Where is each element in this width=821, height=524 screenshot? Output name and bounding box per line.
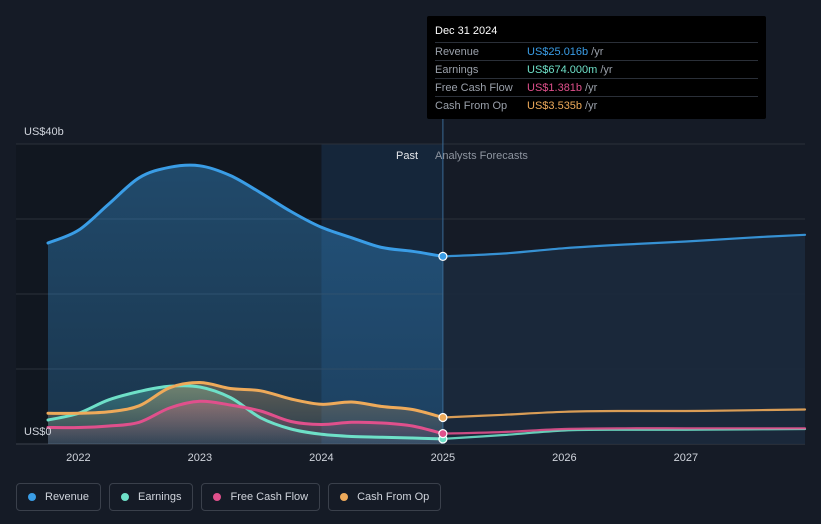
earnings-dot-icon — [121, 493, 130, 501]
revenue-forecast-area — [442, 234, 805, 444]
revenue-dot-icon — [28, 493, 36, 501]
tooltip-unit: /yr — [585, 81, 598, 94]
past-label: Past — [396, 150, 419, 162]
legend-item-earnings[interactable]: Earnings — [109, 483, 194, 511]
tooltip-label: Cash From Op — [435, 99, 508, 112]
legend-label: Revenue — [45, 491, 90, 503]
y-axis-bottom-label: US$0 — [24, 426, 52, 438]
tooltip-label: Earnings — [435, 63, 479, 76]
forecast-label: Analysts Forecasts — [435, 150, 528, 162]
x-tick-label: 2027 — [673, 452, 699, 464]
cash-from-op-line-past — [46, 380, 445, 419]
free-cash-flow-dot-icon — [213, 493, 222, 501]
tooltip-value: US$1.381b — [527, 81, 583, 94]
legend-item-cash-from-op[interactable]: Cash From Op — [328, 483, 442, 511]
tooltip-row-cash-from-op: Cash From Op US$3.535b /yr — [435, 96, 758, 114]
y-axis-top-label: US$40b — [24, 126, 64, 138]
revenue-area — [48, 165, 443, 444]
legend-item-revenue[interactable]: Revenue — [16, 483, 102, 511]
x-tick-label: 2023 — [187, 452, 213, 464]
x-tick-label: 2024 — [309, 452, 334, 464]
legend-label: Earnings — [138, 491, 182, 503]
tooltip-value: US$25.016b — [527, 45, 589, 58]
legend-label: Cash From Op — [357, 491, 430, 503]
legend-label: Free Cash Flow — [230, 491, 309, 503]
legend: Revenue Earnings Free Cash Flow Cash Fro… — [16, 483, 442, 511]
tooltip-unit: /yr — [585, 99, 598, 112]
tooltip: Dec 31 2024 Revenue US$25.016b /yr Earni… — [427, 16, 766, 119]
tooltip-value: US$3.535b — [527, 99, 583, 112]
tooltip-unit: /yr — [600, 63, 613, 76]
legend-item-free-cash-flow[interactable]: Free Cash Flow — [201, 483, 321, 511]
tooltip-row-free-cash-flow: Free Cash Flow US$1.381b /yr — [435, 78, 758, 96]
revenue-line-forecast — [441, 233, 807, 258]
cash-from-op-marker — [438, 412, 448, 423]
tooltip-unit: /yr — [591, 45, 604, 58]
cash-from-op-area — [48, 382, 443, 444]
x-tick-label: 2022 — [66, 452, 91, 464]
cash-from-op-dot-icon — [340, 493, 349, 501]
tooltip-label: Revenue — [435, 45, 480, 58]
x-tick-label: 2025 — [430, 452, 456, 464]
cash-from-op-line-forecast — [441, 408, 807, 419]
tooltip-value: US$674.000m — [527, 63, 598, 76]
revenue-line-past — [46, 163, 445, 258]
tooltip-row-earnings: Earnings US$674.000m /yr — [435, 60, 758, 78]
free-cash-flow-line-forecast — [441, 427, 807, 435]
x-tick-label: 2026 — [552, 452, 577, 464]
revenue-marker — [438, 251, 448, 261]
free-cash-flow-line-past — [46, 399, 445, 436]
tooltip-row-revenue: Revenue US$25.016b /yr — [435, 42, 758, 60]
tooltip-label: Free Cash Flow — [435, 81, 513, 94]
free-cash-flow-marker — [438, 429, 448, 439]
tooltip-date: Dec 31 2024 — [435, 25, 498, 37]
